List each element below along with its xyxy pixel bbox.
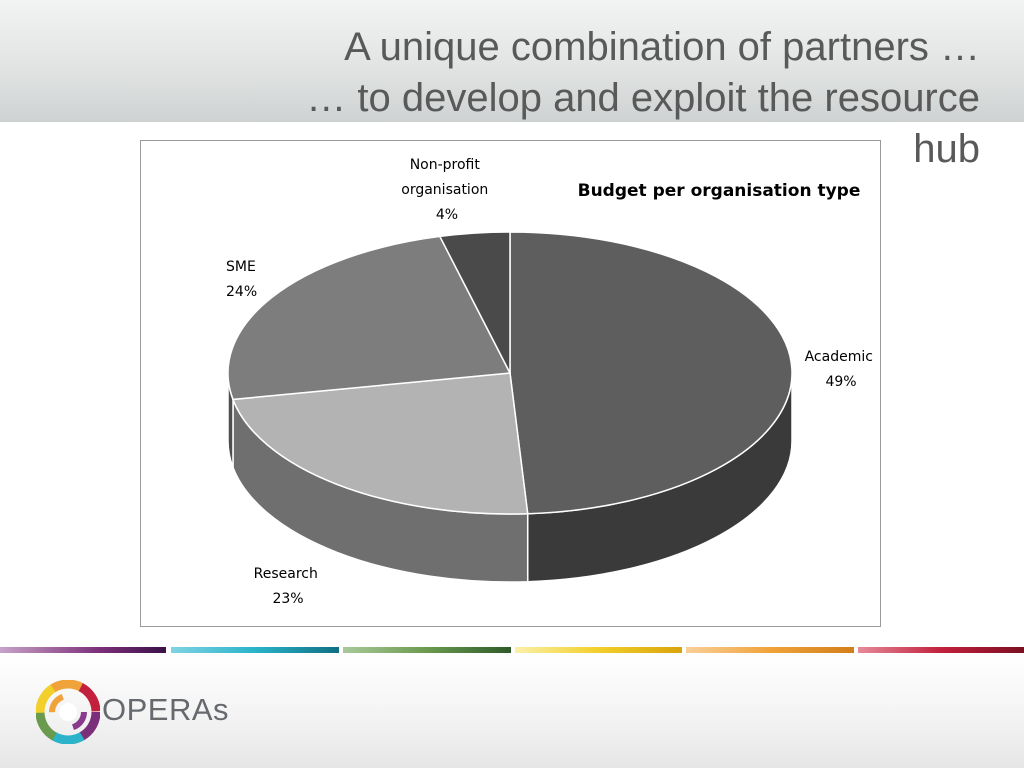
- operas-logo: OPERAs: [36, 678, 256, 748]
- header-band: [0, 0, 1024, 122]
- title-line-1: A unique combination of partners …: [344, 25, 980, 69]
- slice-label-sme-value: 24%: [226, 284, 257, 300]
- operas-logo-mark-icon: [36, 680, 100, 744]
- slice-label-sme: SME 24%: [226, 259, 260, 300]
- chart-title: Budget per organisation type: [578, 181, 861, 201]
- slice-label-nonprofit-line2: organisation: [401, 182, 488, 198]
- color-stripe-bar: [0, 647, 1024, 654]
- slice-label-research: Research 23%: [254, 566, 323, 607]
- slice-label-research-name: Research: [254, 566, 318, 582]
- stripe-segment-red: [858, 647, 1024, 653]
- stripe-segment-purple: [0, 647, 166, 653]
- pie-slice-3: [438, 231, 511, 374]
- logo-text: OPERAs: [102, 692, 230, 727]
- stripe-segment-orange: [686, 647, 854, 653]
- slice-label-nonprofit-line1: Non-profit: [410, 157, 481, 173]
- chart-frame: Budget per organisation type Academic 49…: [140, 140, 881, 627]
- slice-label-sme-name: SME: [226, 259, 256, 275]
- slice-label-academic-value: 49%: [825, 374, 856, 390]
- stripe-segment-green: [343, 647, 511, 653]
- slide-title: A unique combination of partners … … to …: [80, 22, 980, 175]
- title-line-3: hub: [913, 127, 980, 171]
- slice-label-nonprofit-value: 4%: [436, 207, 458, 223]
- pie-slice-0: [509, 231, 793, 515]
- slice-label-academic-name: Academic: [805, 349, 873, 365]
- stripe-segment-yellow: [515, 647, 682, 653]
- stripe-segment-cyan: [171, 647, 339, 653]
- pie-slices: [227, 231, 793, 515]
- title-line-2: … to develop and exploit the resource: [306, 76, 980, 120]
- slice-label-nonprofit: Non-profit organisation 4%: [401, 157, 492, 223]
- slice-label-research-value: 23%: [272, 591, 303, 607]
- pie-slice-1: [231, 372, 529, 515]
- pie-chart: Budget per organisation type Academic 49…: [226, 157, 878, 607]
- pie-slice-2: [227, 235, 512, 401]
- slice-label-academic: Academic 49%: [805, 349, 878, 390]
- footer-band: [0, 654, 1024, 768]
